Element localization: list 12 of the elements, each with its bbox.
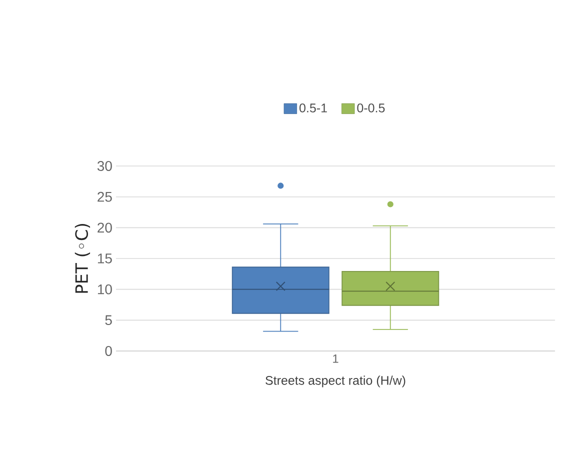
y-tick-label: 30 [97, 161, 112, 171]
y-axis-title: PET (◦C) [74, 224, 90, 293]
y-tick-label: 25 [98, 192, 112, 202]
y-tick-label: 10 [98, 284, 112, 294]
x-tick-label: 1 [333, 354, 338, 363]
y-tick-label: 15 [98, 254, 112, 264]
y-tick-label: 0 [105, 346, 112, 356]
y-tick-label: 5 [105, 315, 112, 326]
x-axis-title: Streets aspect ratio (H/w) [266, 376, 406, 388]
legend-label: 0-0.5 [357, 104, 385, 112]
y-tick-label: 20 [98, 222, 112, 233]
legend-label: 0.5-1 [299, 104, 327, 112]
